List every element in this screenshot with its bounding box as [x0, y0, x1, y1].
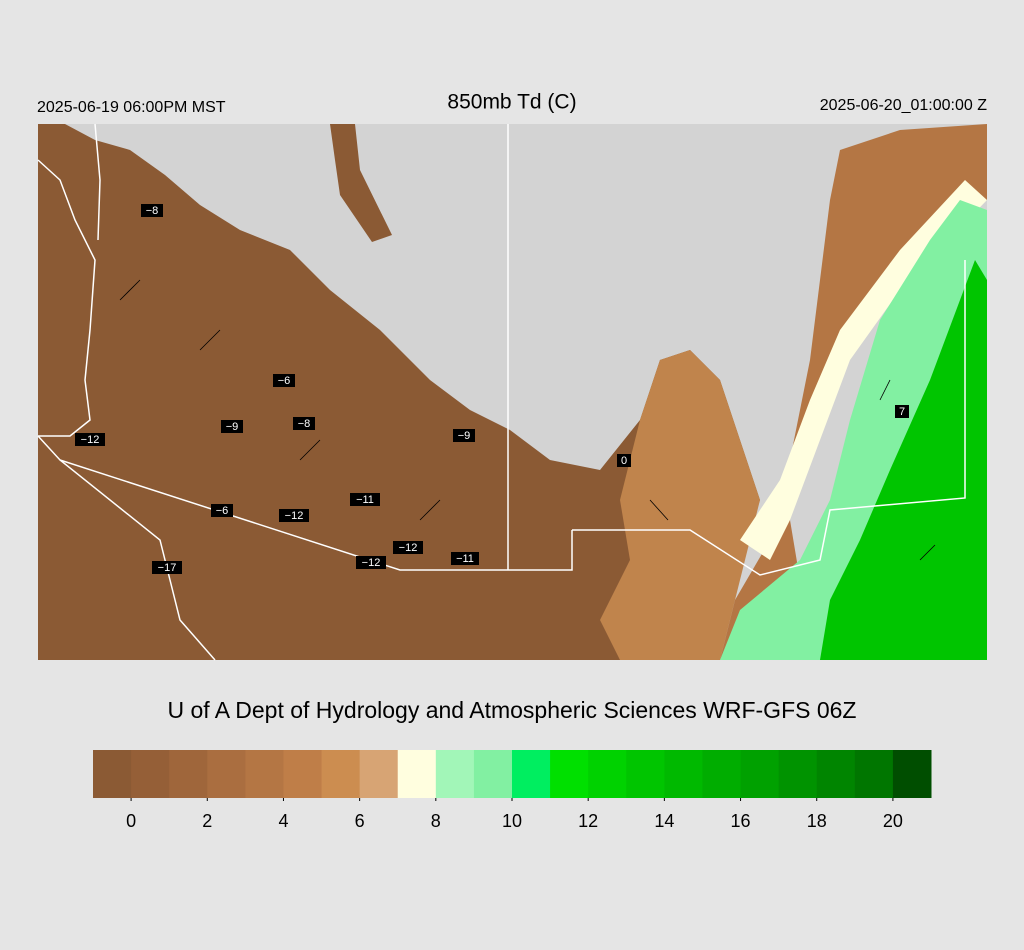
colorbar-tick-label: 16 [731, 811, 751, 831]
station-label: −8 [293, 417, 315, 430]
valid-utc-time: 2025-06-20_01:00:00 Z [820, 97, 987, 114]
colorbar-swatch [816, 750, 856, 798]
map-title: 850mb Td (C) [447, 91, 576, 114]
colorbar-tick-label: 18 [807, 811, 827, 831]
border [37, 435, 216, 661]
border [37, 159, 96, 437]
station-label: −11 [451, 552, 479, 565]
border [572, 260, 966, 576]
colorbar: 0 2 4 6 8 10 12 14 16 18 20 [93, 750, 932, 831]
colorbar-tick-label: 2 [202, 811, 212, 831]
station-value: −6 [278, 375, 291, 387]
station-value: −8 [298, 418, 311, 430]
colorbar-tick-label: 10 [502, 811, 522, 831]
station-label: 0 [617, 454, 631, 467]
map: −8 −6 −9 −8 −12 −9 0 7 −6 −12 −11 −17 −1… [37, 123, 987, 661]
colorbar-swatch [473, 750, 513, 798]
station-value: −9 [226, 421, 239, 433]
station-value: −12 [285, 510, 304, 522]
wind-barb [919, 544, 936, 561]
colorbar-swatch [207, 750, 246, 798]
colorbar-swatch [702, 750, 742, 798]
station-label: −11 [350, 493, 380, 506]
border [94, 123, 101, 241]
colorbar-tick-label: 0 [126, 811, 136, 831]
wind-barb [879, 379, 891, 401]
cream-region [740, 180, 987, 560]
colorbar-swatch [131, 750, 170, 798]
wind-barb [649, 499, 669, 521]
station-label: −6 [273, 374, 295, 387]
colorbar-tick-label: 14 [654, 811, 674, 831]
wind-barb [299, 439, 321, 461]
wind-barb [199, 329, 221, 351]
dry-region [330, 124, 392, 242]
colorbar-swatch [245, 750, 284, 798]
colorbar-swatch [283, 750, 323, 798]
wind-barbs [119, 279, 936, 561]
station-value: −17 [158, 562, 177, 574]
colorbar-swatch [740, 750, 780, 798]
station-value: −12 [399, 542, 418, 554]
colorbar-swatch [550, 750, 589, 798]
station-label: −17 [152, 561, 182, 574]
dry-region [38, 124, 760, 660]
station-value: −12 [362, 557, 381, 569]
station-label: −12 [279, 509, 309, 522]
colorbar-swatch [435, 750, 475, 798]
moist-region [600, 350, 760, 660]
station-value: −11 [356, 494, 374, 506]
credit: U of A Dept of Hydrology and Atmospheric… [167, 697, 856, 723]
station-label: 7 [895, 405, 909, 418]
colorbar-swatch [664, 750, 703, 798]
station-label: −9 [221, 420, 243, 433]
station-label: −8 [141, 204, 163, 217]
colorbar-swatch [892, 750, 932, 798]
colorbar-tick-label: 8 [431, 811, 441, 831]
colorbar-swatch [626, 750, 665, 798]
colorbar-swatch [512, 750, 551, 798]
station-label: −6 [211, 504, 233, 517]
wet-region [820, 260, 987, 660]
station-value: −9 [458, 430, 471, 442]
colorbar-swatch [169, 750, 208, 798]
colorbar-tick-label: 4 [278, 811, 288, 831]
colorbar-swatch [778, 750, 818, 798]
station-label: −9 [453, 429, 475, 442]
colorbar-swatch [359, 750, 399, 798]
colorbar-swatch [588, 750, 627, 798]
valid-local-time: 2025-06-19 06:00PM MST [37, 99, 226, 116]
colorbar-swatch [854, 750, 894, 798]
colorbar-swatch [397, 750, 437, 798]
wind-barb [419, 499, 441, 521]
colorbar-tick-label: 20 [883, 811, 903, 831]
station-label: −12 [393, 541, 423, 554]
colorbar-swatch [321, 750, 361, 798]
station-value: 7 [899, 406, 905, 418]
station-value: 0 [621, 455, 627, 467]
wind-barb [119, 279, 141, 301]
station-label: −12 [75, 433, 105, 446]
station-labels: −8 −6 −9 −8 −12 −9 0 7 −6 −12 −11 −17 −1… [75, 204, 909, 574]
station-value: −11 [456, 553, 474, 565]
colorbar-tick-label: 6 [355, 811, 365, 831]
station-value: −12 [81, 434, 100, 446]
station-value: −6 [216, 505, 229, 517]
station-label: −12 [356, 556, 386, 569]
colorbar-tick-label: 12 [578, 811, 598, 831]
station-value: −8 [146, 205, 159, 217]
colorbar-swatch [93, 750, 132, 798]
